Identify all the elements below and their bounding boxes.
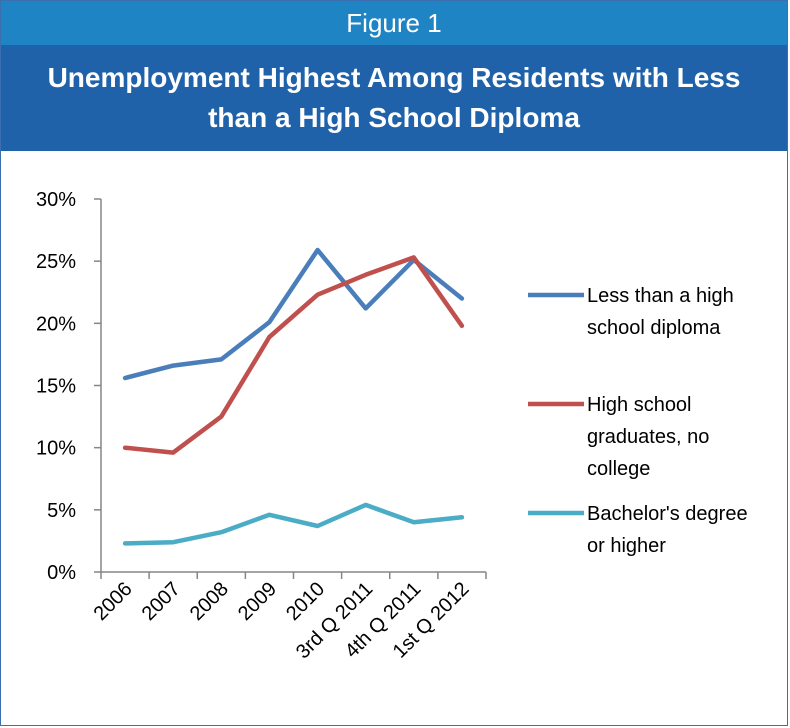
legend-label: graduates, no (587, 426, 709, 448)
chart-title: Unemployment Highest Among Residents wit… (47, 62, 741, 133)
series-line (122, 255, 465, 455)
y-tick-label: 20% (36, 313, 76, 335)
legend-label: Bachelor's degree (587, 503, 748, 525)
legend-label: High school (587, 394, 692, 416)
chart-title-band: Unemployment Highest Among Residents wit… (1, 45, 787, 151)
chart-axes: 0%5%10%15%20%25%30%2006 2007 2008 2009 20103… (36, 189, 487, 663)
y-tick-label: 5% (47, 500, 76, 522)
legend-label: college (587, 458, 650, 480)
legend-label: Less than a high (587, 285, 734, 307)
legend-label: or higher (587, 535, 666, 557)
legend-label: school diploma (587, 317, 721, 339)
x-tick-label: 2009 (234, 578, 281, 625)
x-tick-label: 2006 (90, 578, 137, 625)
x-tick-label: 2007 (138, 578, 185, 625)
y-tick-label: 10% (36, 438, 76, 460)
x-tick-label: 2008 (186, 578, 233, 625)
figure-label: Figure 1 (1, 1, 787, 45)
series-line (122, 502, 465, 546)
y-tick-label: 25% (36, 251, 76, 273)
y-tick-label: 30% (36, 189, 76, 211)
series-line (122, 247, 465, 381)
line-chart: 0%5%10%15%20%25%30%2006 2007 2008 2009 20103… (36, 189, 748, 663)
y-tick-label: 15% (36, 376, 76, 398)
chart-series (122, 247, 465, 546)
chart-legend: Less than a high school diploma High schoo… (528, 285, 748, 557)
y-tick-label: 0% (47, 562, 76, 584)
